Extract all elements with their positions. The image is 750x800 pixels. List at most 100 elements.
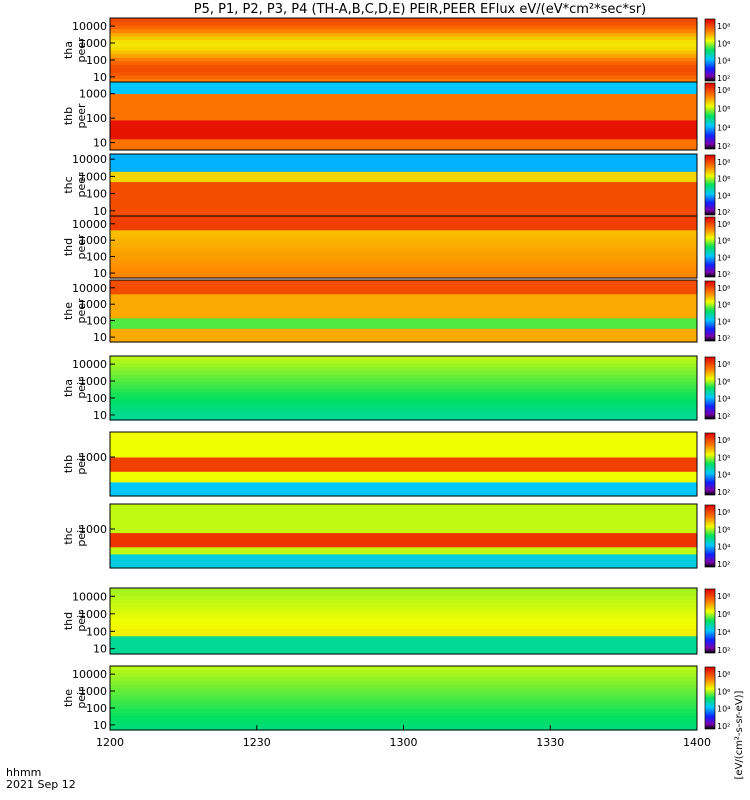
heat-band xyxy=(110,621,697,626)
heat-band xyxy=(110,212,697,217)
heat-band xyxy=(110,167,697,172)
panel-thc-peir: 1000 thc peir 10⁸ 10⁶ 10⁴ 10² xyxy=(62,503,730,569)
y-tick-label: 1000 xyxy=(79,234,107,247)
colorbar-tick-label: 10⁴ xyxy=(717,628,730,637)
heat-band xyxy=(110,314,697,319)
panel-label-probe: tha xyxy=(62,379,75,397)
heat-band xyxy=(110,595,697,600)
colorbar-tick-label: 10⁶ xyxy=(717,525,730,534)
y-tick-label: 100 xyxy=(86,702,107,715)
y-tick-label: 10000 xyxy=(72,358,107,371)
heat-band xyxy=(110,405,697,410)
y-tick-label: 1000 xyxy=(79,375,107,388)
panel-tha-peir: 10 100 1000 10000 tha peir 10⁸ 10⁶ 10⁴ 10² xyxy=(62,355,730,422)
heat-band xyxy=(110,525,697,530)
heat-band xyxy=(110,380,697,386)
panel-label-type: peer xyxy=(75,298,88,324)
colorbar-tick-label: 10⁸ xyxy=(717,158,730,167)
heat-band xyxy=(110,338,697,343)
heat-band xyxy=(110,591,697,596)
heat-band xyxy=(110,286,697,291)
panel-frame xyxy=(109,81,698,151)
heat-band xyxy=(110,97,697,102)
colorbar-tick-label: 10⁸ xyxy=(717,592,730,601)
panel-label-type: peer xyxy=(75,103,88,129)
heat-band xyxy=(110,370,697,375)
heat-band xyxy=(110,283,697,288)
heat-band xyxy=(110,46,697,51)
heat-band xyxy=(110,311,697,315)
panel-label-type: peer xyxy=(75,37,88,63)
heat-band xyxy=(110,492,697,497)
heat-band xyxy=(110,57,697,62)
heat-band xyxy=(110,715,697,720)
panel-frame xyxy=(109,431,698,497)
colorbar xyxy=(704,18,716,82)
panel-label-probe: tha xyxy=(62,41,75,59)
colorbar-tick-label: 10⁴ xyxy=(717,253,730,262)
figure-title: P5, P1, P2, P3, P4 (TH-A,B,C,D,E) PEIR,P… xyxy=(194,2,647,17)
y-tick-label: 10000 xyxy=(72,20,107,33)
panel-thd-peer: 10 100 1000 10000 thd peer 10⁸ 10⁶ 10⁴ 10² xyxy=(62,215,730,280)
heat-band xyxy=(110,191,697,196)
heat-band xyxy=(110,683,697,688)
heat-band xyxy=(110,511,697,516)
heat-band xyxy=(110,599,697,604)
heat-band xyxy=(110,198,697,203)
heat-band xyxy=(110,185,697,189)
heat-band xyxy=(110,606,697,611)
heat-band xyxy=(110,64,697,69)
heat-band xyxy=(110,687,697,692)
panel-thc-peer: 10 100 1000 10000 thc peer 10⁸ 10⁶ 10⁴ 10² xyxy=(62,153,730,218)
heat-band xyxy=(110,560,697,566)
heat-band xyxy=(110,290,697,295)
heat-band xyxy=(110,701,697,706)
heat-band xyxy=(110,373,697,378)
heat-band xyxy=(110,521,697,526)
heat-band xyxy=(110,293,697,298)
colorbar-tick-label: 10⁶ xyxy=(717,175,730,184)
heat-band xyxy=(110,50,697,55)
y-tick-label: 10 xyxy=(93,719,107,732)
heat-band xyxy=(110,388,697,393)
heat-band xyxy=(110,146,697,151)
y-tick-label: 10000 xyxy=(72,282,107,295)
panel-label-probe: thb xyxy=(62,455,75,473)
colorbar xyxy=(704,280,716,342)
panel-label-probe: thb xyxy=(62,107,75,125)
heat-band xyxy=(110,300,697,305)
panel-label-probe: thc xyxy=(62,527,75,544)
heat-band xyxy=(110,271,697,276)
heat-band xyxy=(110,617,697,622)
colorbar xyxy=(704,356,716,420)
heat-band xyxy=(110,178,697,183)
heat-band xyxy=(110,157,697,162)
heat-band xyxy=(110,195,697,200)
y-tick-label: 100 xyxy=(86,54,107,67)
colorbar-tick-label: 10⁶ xyxy=(717,105,730,114)
heat-band xyxy=(110,274,697,279)
y-tick-label: 10 xyxy=(93,71,107,84)
panel-label-type: peir xyxy=(75,453,88,475)
heat-band xyxy=(110,471,697,476)
colorbar xyxy=(704,588,716,654)
heat-band xyxy=(110,467,697,472)
panel-label-probe: the xyxy=(62,302,75,320)
heat-band xyxy=(110,202,697,207)
x-tick-label: 1400 xyxy=(683,736,711,749)
y-tick-label: 10000 xyxy=(72,153,107,166)
heat-band xyxy=(110,485,697,490)
heat-band xyxy=(110,464,697,469)
heat-band xyxy=(110,119,697,125)
panel-label-type: peir xyxy=(75,377,88,399)
colorbar-tick-label: 10⁸ xyxy=(717,86,730,95)
heat-band xyxy=(110,233,697,238)
panel-label-probe: thc xyxy=(62,176,75,193)
heat-band xyxy=(110,307,697,312)
colorbar xyxy=(704,216,716,278)
heat-band xyxy=(110,412,697,418)
heat-band xyxy=(110,104,697,110)
y-tick-label: 1000 xyxy=(79,451,107,464)
y-tick-label: 10000 xyxy=(72,218,107,231)
